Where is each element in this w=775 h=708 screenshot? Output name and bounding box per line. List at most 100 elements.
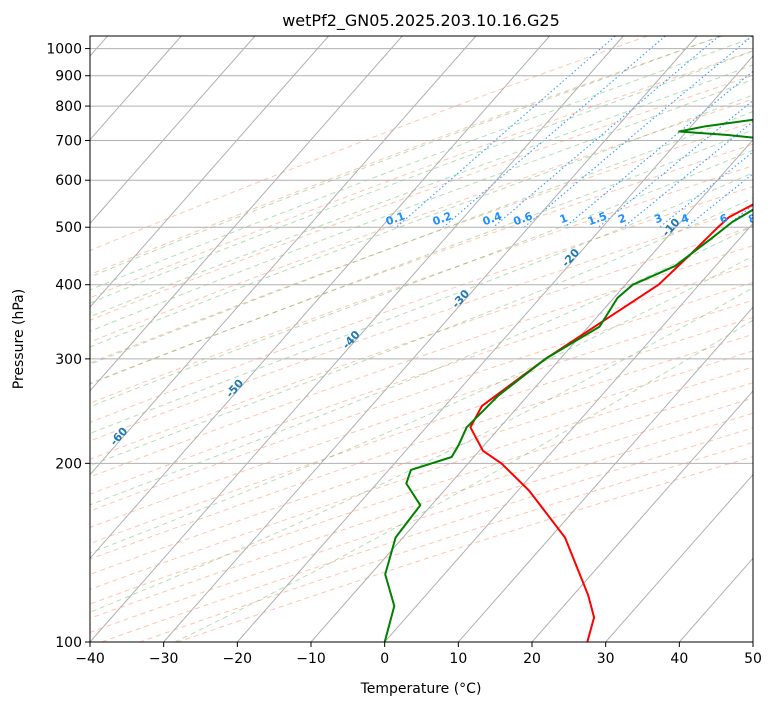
dry-adiabat-line: [90, 350, 753, 575]
isotherm-line: [90, 36, 624, 642]
dry-adiabat-line: [90, 186, 753, 423]
y-tick-label: 300: [55, 352, 82, 368]
x-tick-label: −30: [149, 651, 179, 667]
moist-adiabat-line: [90, 78, 753, 332]
plot-frame: [89, 35, 754, 643]
dry-adiabat-line: [90, 36, 723, 276]
dry-adiabat-line: [90, 333, 753, 560]
mixing-ratio-label: 6: [718, 211, 730, 226]
dry-adiabat-line: [90, 366, 753, 590]
dry-adiabat-line: [90, 382, 753, 605]
x-tick-label: 20: [523, 651, 541, 667]
x-tick-label: 0: [380, 651, 389, 667]
dry-adiabat-line: [90, 316, 753, 545]
isotherm-line: [163, 36, 698, 642]
x-axis-label: Temperature (°C): [360, 681, 482, 697]
mixing-ratio-label: 0.1: [384, 209, 407, 228]
isotherm-line: [236, 55, 753, 642]
mixing-ratio-line: [493, 36, 720, 228]
dry-adiabat-line: [90, 225, 753, 460]
y-tick-label: 800: [55, 99, 82, 115]
moist-adiabat-line: [90, 225, 753, 506]
mixing-ratio-label: 3: [653, 212, 665, 227]
moist-adiabat-line: [90, 110, 753, 365]
isotherm-line: [457, 306, 753, 642]
dry-adiabat-line: [90, 299, 753, 528]
isotherm-line: [678, 557, 753, 642]
mixing-ratio-line: [523, 36, 753, 228]
moist-adiabat-line: [90, 129, 753, 385]
x-tick-label: 50: [744, 651, 762, 667]
y-tick-label: 200: [55, 456, 82, 472]
mixing-ratio-label: 10: [766, 210, 775, 228]
y-tick-label: 400: [55, 278, 82, 294]
temperature-line: [469, 203, 753, 642]
dry-adiabat-label: -40: [340, 328, 363, 352]
dry-adiabat-line: [90, 263, 753, 495]
moist-adiabat-line: [90, 64, 753, 318]
chart-title: wetPf2_GN05.2025.203.10.16.G25: [282, 11, 560, 31]
dry-adiabat-label: -30: [449, 287, 472, 311]
x-tick-label: 40: [670, 651, 688, 667]
mixing-ratio-label: 4: [679, 211, 691, 226]
mixing-ratio-line: [443, 36, 666, 228]
mixing-ratio-line: [598, 99, 753, 228]
dry-adiabat-line: [101, 427, 753, 642]
dry-adiabat-line: [90, 50, 753, 299]
mixing-ratio-label: 0.4: [481, 209, 504, 228]
mixing-ratio-line: [396, 36, 616, 228]
dry-adiabat-line: [90, 121, 753, 364]
isotherm-line: [90, 36, 403, 392]
isotherm-line: [90, 36, 182, 141]
isotherm-line: [90, 36, 550, 560]
dry-adiabat-line: [90, 74, 753, 321]
isotherm-line: [605, 473, 753, 642]
mixing-ratio-label: 1: [558, 211, 570, 226]
y-tick-label: 500: [55, 220, 82, 236]
dry-adiabat-label: -10: [660, 215, 683, 239]
mixing-ratio-line: [659, 151, 753, 228]
y-axis-label: Pressure (hPa): [11, 289, 27, 389]
y-tick-label: 700: [55, 133, 82, 149]
moist-adiabat-line: [90, 36, 753, 291]
mixing-ratio-line: [724, 204, 753, 228]
dry-adiabat-label: -20: [559, 246, 582, 270]
moist-adiabat-line: [90, 197, 753, 467]
dry-adiabat-label: -50: [223, 377, 246, 401]
mixing-ratio-label: 0.2: [431, 209, 454, 228]
y-tick-label: 100: [55, 635, 82, 651]
mixing-ratio-line: [564, 70, 753, 228]
isotherm-line: [384, 222, 753, 642]
mixing-ratio-line: [754, 36, 775, 227]
moist-adiabat-line: [90, 50, 753, 304]
dry-adiabat-line: [90, 98, 753, 343]
x-tick-label: 10: [449, 651, 467, 667]
mixing-ratio-label: 0.6: [512, 209, 535, 228]
moist-adiabat-line: [90, 94, 753, 348]
dry-adiabat-line: [90, 281, 753, 512]
moist-adiabat-line: [90, 172, 753, 435]
dry-adiabat-line: [90, 165, 753, 404]
dewpoint-line: [383, 118, 753, 642]
moist-adiabat-line: [90, 36, 721, 278]
y-tick-label: 1000: [46, 42, 82, 58]
x-tick-label: −20: [223, 651, 253, 667]
dry-adiabat-line: [90, 143, 753, 384]
x-tick-label: −10: [296, 651, 326, 667]
moist-adiabat-line: [90, 255, 753, 554]
dry-adiabat-label: -70: [0, 488, 1, 512]
isotherm-line: [90, 36, 256, 225]
x-tick-label: 30: [597, 651, 615, 667]
dry-adiabat-line: [90, 206, 753, 442]
dry-adiabat-line: [90, 245, 753, 478]
isotherm-line: [531, 390, 753, 642]
mixing-ratio-line: [685, 173, 753, 228]
moist-adiabat-line: [90, 149, 753, 408]
x-tick-label: −40: [75, 651, 105, 667]
isotherm-line: [90, 36, 477, 476]
isotherm-line: [752, 641, 753, 642]
mixing-ratio-label: 1.5: [586, 209, 609, 228]
mixing-ratio-label: 2: [616, 212, 628, 227]
y-tick-label: 900: [55, 69, 82, 85]
